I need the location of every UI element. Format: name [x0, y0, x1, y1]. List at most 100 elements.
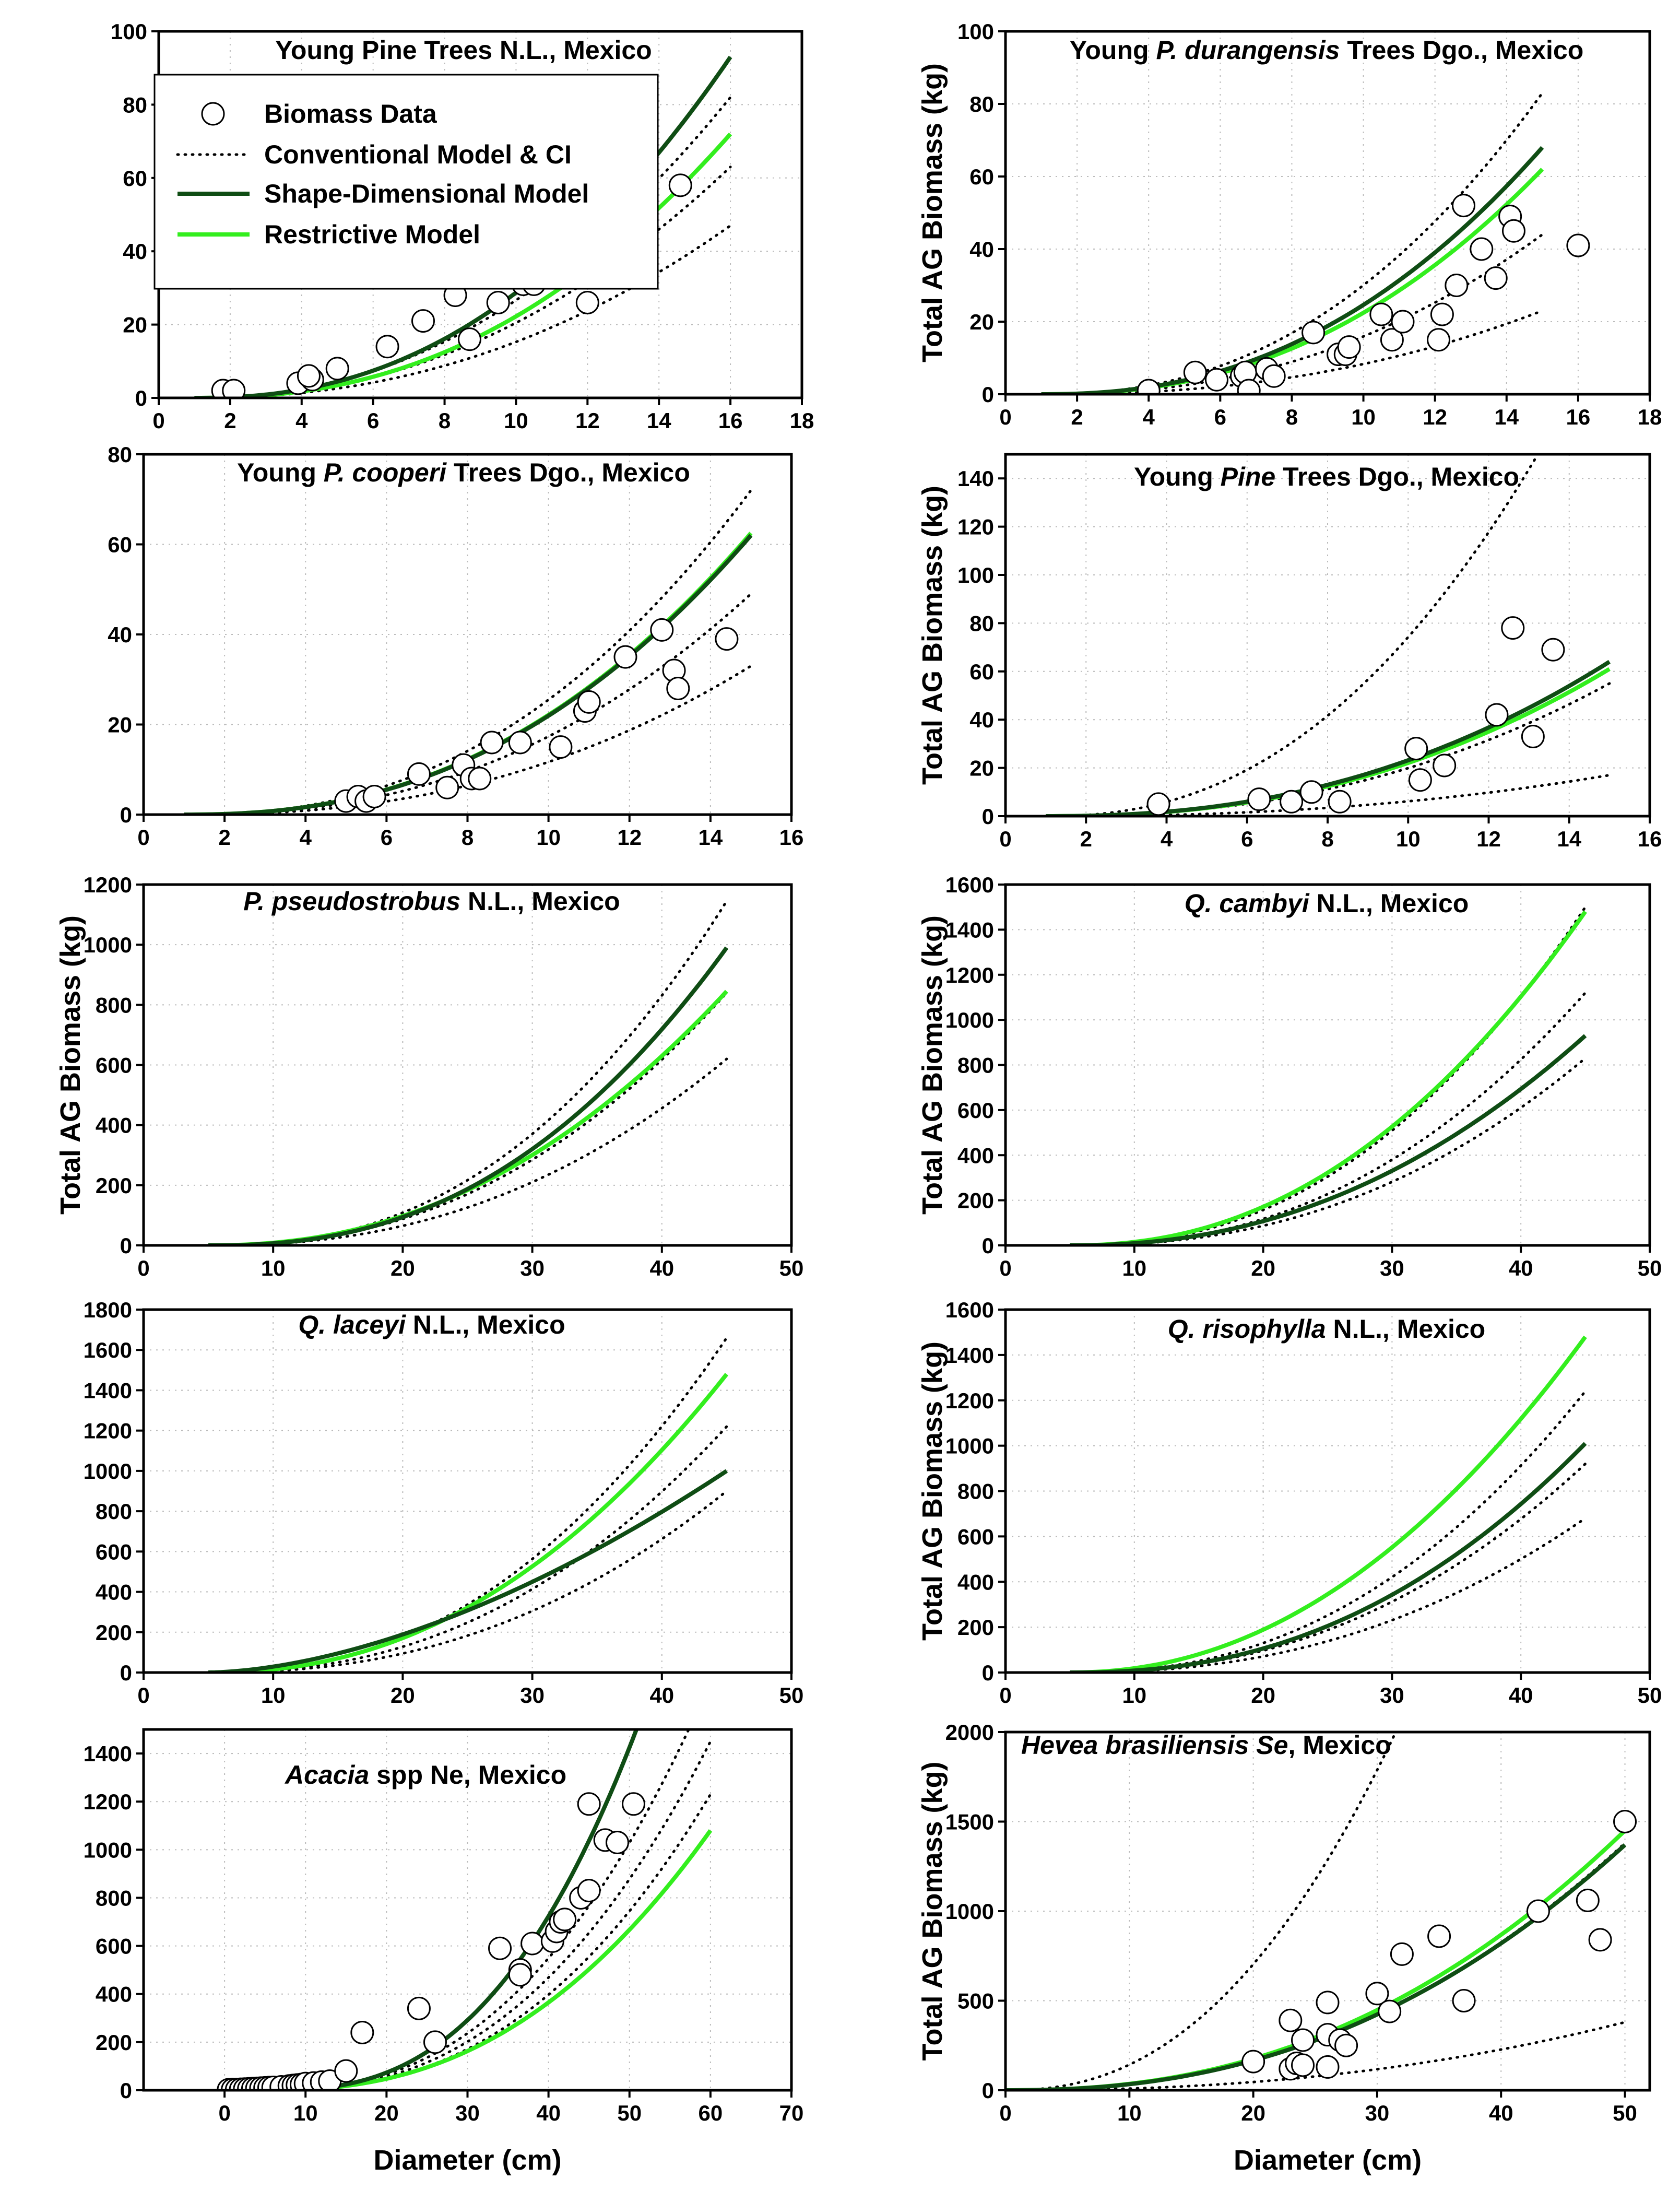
- x-tick-label: 0: [999, 827, 1011, 851]
- x-tick-label: 16: [1566, 405, 1591, 429]
- x-tick-label: 20: [374, 2101, 399, 2125]
- y-tick-label: 200: [957, 1615, 994, 1640]
- data-points: [1241, 1810, 1637, 2081]
- data-point: [1566, 233, 1590, 257]
- shape-dimensional-curve: [265, 1729, 639, 2090]
- y-axis-label: Total AG Biomass (kg): [917, 1341, 948, 1641]
- data-point: [1390, 1942, 1414, 1966]
- y-tick-label: 1200: [84, 873, 132, 897]
- shape-dimensional-curve: [1070, 1442, 1587, 1673]
- x-tick-label: 10: [261, 1683, 286, 1708]
- y-tick-label: 1200: [945, 1388, 994, 1413]
- data-point: [553, 1907, 577, 1932]
- data-point: [1391, 310, 1415, 334]
- y-tick-label: 1200: [945, 963, 994, 987]
- data-point: [1378, 1999, 1402, 2023]
- x-tick-label: 6: [1214, 405, 1226, 429]
- data-point: [375, 335, 399, 359]
- y-tick-label: 1000: [84, 1459, 132, 1483]
- x-tick-label: 30: [455, 2101, 480, 2125]
- data-point: [622, 1792, 646, 1816]
- data-point: [222, 379, 246, 398]
- panel-title: Acacia spp Ne, Mexico: [284, 1760, 566, 1789]
- x-tick-label: 10: [1117, 2101, 1142, 2125]
- x-tick-label: 8: [1321, 827, 1333, 851]
- x-tick-label: 4: [1143, 405, 1155, 429]
- y-tick-label: 400: [96, 1580, 132, 1605]
- x-tick-label: 10: [536, 825, 561, 850]
- y-axis-label: Total AG Biomass (kg): [917, 486, 948, 785]
- conventional-ci-curve-3: [207, 1490, 728, 1673]
- x-tick-label: 16: [1638, 827, 1662, 851]
- shape-dimensional-curve: [1046, 660, 1611, 816]
- x-tick-label: 10: [1122, 1683, 1146, 1708]
- y-tick-label: 400: [957, 1143, 994, 1168]
- y-tick-label: 800: [957, 1053, 994, 1078]
- y-tick-label: 600: [957, 1098, 994, 1123]
- x-tick-label: 40: [649, 1683, 674, 1708]
- y-tick-label: 1400: [84, 1378, 132, 1403]
- data-point: [613, 645, 637, 669]
- x-tick-label: 40: [1509, 1256, 1533, 1280]
- shape-dimensional-curve: [208, 946, 729, 1245]
- x-tick-label: 20: [1241, 2101, 1265, 2125]
- x-tick-label: 0: [999, 2101, 1011, 2125]
- shape-dimensional-curve: [1005, 1843, 1627, 2090]
- y-tick-label: 200: [96, 1173, 132, 1198]
- y-tick-label: 500: [957, 1989, 994, 2013]
- legend-label-biomass-data: Biomass Data: [264, 99, 437, 128]
- x-tick-label: 10: [1351, 405, 1376, 429]
- x-tick-label: 4: [300, 825, 312, 850]
- x-tick-label: 14: [1557, 827, 1581, 851]
- data-point: [1501, 219, 1525, 243]
- x-tick-label: 16: [718, 408, 743, 433]
- data-point: [1452, 1989, 1476, 2012]
- data-point: [1541, 638, 1565, 662]
- data-point: [1433, 753, 1457, 778]
- data-point: [666, 677, 690, 700]
- y-tick-label: 200: [96, 1620, 132, 1645]
- restrictive-model-curve: [1070, 1335, 1587, 1673]
- y-tick-label: 1000: [945, 1434, 994, 1458]
- x-tick-label: 18: [1638, 405, 1662, 429]
- x-tick-label: 14: [699, 825, 723, 850]
- legend-label-restrictive: Restrictive Model: [264, 220, 480, 249]
- y-tick-label: 20: [969, 756, 994, 781]
- data-point: [605, 1831, 629, 1855]
- conventional-ci-curve-3: [1068, 1057, 1587, 1245]
- y-tick-label: 800: [96, 1499, 132, 1524]
- plot-frame: [1004, 30, 1651, 396]
- x-tick-label: 8: [439, 408, 451, 433]
- data-point: [1337, 335, 1361, 359]
- y-tick-label: 800: [957, 1479, 994, 1504]
- y-tick-label: 1200: [84, 1789, 132, 1814]
- y-tick-label: 60: [969, 164, 994, 189]
- x-tick-label: 6: [367, 408, 379, 433]
- x-tick-label: 0: [999, 405, 1011, 429]
- panel-title: Young Pine Trees N.L., Mexico: [275, 36, 652, 65]
- y-tick-label: 200: [957, 1188, 994, 1213]
- y-tick-label: 0: [982, 1233, 994, 1258]
- legend: Biomass Data Conventional Model & CI Sha…: [153, 74, 659, 290]
- restrictive-model-curve: [1005, 1829, 1627, 2090]
- panel-title: Hevea brasiliensis Se, Mexico: [1021, 1730, 1391, 1760]
- data-point: [577, 1792, 601, 1816]
- y-tick-label: 40: [969, 708, 994, 732]
- data-points: [1137, 194, 1590, 394]
- legend-label-shape-dimensional: Shape-Dimensional Model: [264, 179, 589, 208]
- panel-title: P. pseudostrobus N.L., Mexico: [243, 887, 620, 916]
- x-tick-label: 20: [1251, 1256, 1275, 1280]
- panel-title: Q. risophylla N.L., Mexico: [1168, 1314, 1485, 1344]
- y-tick-label: 100: [957, 19, 994, 44]
- panel-title: Young Pine Trees Dgo., Mexico: [1134, 462, 1519, 491]
- x-tick-label: 50: [779, 1683, 804, 1708]
- x-tick-label: 12: [1423, 405, 1447, 429]
- x-tick-label: 10: [504, 408, 528, 433]
- x-tick-label: 40: [1489, 2101, 1513, 2125]
- data-point: [650, 618, 674, 642]
- conventional-ci-curve-3: [1005, 2021, 1626, 2090]
- x-tick-label: 50: [1613, 2101, 1637, 2125]
- y-tick-label: 600: [96, 1934, 132, 1959]
- chart-panel-8: 0 10 20 30 40 50 0 200 400 600 800 1000 1200 1400 1600…: [917, 1298, 1662, 1708]
